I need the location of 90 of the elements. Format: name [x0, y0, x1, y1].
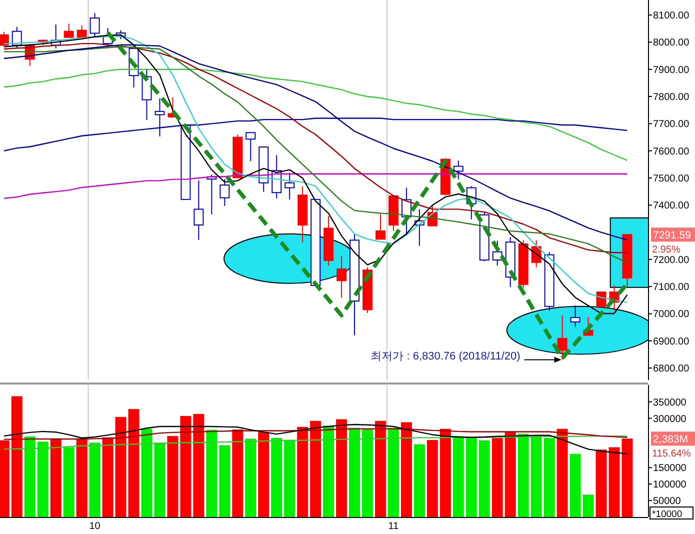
- bar: [426, 440, 438, 517]
- bar: [336, 419, 348, 517]
- candlestick: [557, 314, 568, 360]
- bar: [622, 438, 633, 517]
- line-series: [3, 428, 628, 440]
- candlestick: [154, 98, 165, 137]
- candlestick: [220, 178, 230, 206]
- bar: [115, 416, 126, 517]
- y-tick-label: 100000: [653, 480, 687, 491]
- bar: [492, 438, 503, 517]
- bar: [141, 428, 152, 517]
- bar: [374, 420, 386, 517]
- bar: [466, 438, 477, 517]
- bar: [193, 414, 204, 517]
- y-tick-label: 6800.00: [653, 364, 690, 375]
- bar: [180, 416, 192, 517]
- candlestick: [64, 23, 74, 38]
- y-tick-label: 50000: [653, 496, 682, 508]
- bar: [452, 436, 464, 517]
- y-tick-label: 300000: [653, 414, 687, 425]
- bar: [582, 494, 594, 517]
- bar: [556, 428, 568, 517]
- bar: [154, 442, 166, 517]
- bar: [362, 428, 374, 517]
- y-tick-label: 7100.00: [653, 282, 690, 294]
- y-tick-label: 7600.00: [653, 146, 690, 158]
- bar: [440, 428, 451, 517]
- bar: [219, 445, 230, 517]
- y-tick-label: 350000: [653, 397, 687, 408]
- bar: [310, 420, 322, 517]
- bar: [63, 447, 74, 517]
- candlestick: [336, 255, 347, 298]
- text: 7291.59: [653, 230, 692, 242]
- bar: [258, 432, 270, 517]
- y-tick-label: 150000: [653, 463, 687, 474]
- bar: [37, 442, 48, 517]
- y-tick-label: 7200.00: [653, 254, 690, 266]
- x-tick-label: 10: [89, 521, 101, 532]
- y-tick-label: 8100.00: [653, 10, 690, 22]
- annotation: 최저가 : 6,830.76 (2018/11/20): [370, 350, 520, 363]
- candlestick: [194, 180, 204, 240]
- bar: [24, 436, 36, 517]
- bar: [245, 438, 256, 517]
- bar: [76, 439, 88, 517]
- y-tick-label: 7700.00: [653, 119, 690, 130]
- line-series: [3, 435, 628, 450]
- y-tick-label: 8000.00: [653, 38, 690, 49]
- bar: [297, 426, 308, 517]
- y-tick-label: 7000.00: [653, 309, 690, 320]
- candlestick: [284, 172, 295, 200]
- bar: [167, 436, 178, 517]
- y-tick-label: 7900.00: [653, 64, 690, 76]
- bar: [518, 434, 529, 517]
- bar: [232, 429, 244, 517]
- bar: [349, 428, 360, 517]
- bar: [128, 409, 140, 517]
- bar: [102, 437, 114, 517]
- candlestick: [90, 12, 100, 38]
- bar: [50, 439, 62, 517]
- text: 2,383M: [653, 434, 688, 446]
- bar: [271, 438, 282, 517]
- bar: [11, 396, 22, 517]
- bar: [400, 422, 412, 517]
- candlestick: [246, 132, 256, 162]
- y-tick-label: 6900.00: [653, 336, 690, 348]
- bar: [544, 438, 555, 517]
- bar: [414, 444, 425, 517]
- bar: [89, 442, 100, 517]
- bar: [530, 437, 542, 517]
- bar: [570, 454, 581, 517]
- bar: [478, 440, 490, 517]
- candlestick: [142, 68, 152, 120]
- candlestick: [375, 214, 386, 240]
- bar: [206, 430, 218, 517]
- text: 2.95%: [652, 244, 680, 256]
- line-series: [3, 424, 628, 454]
- candlestick: [570, 304, 580, 328]
- text: *10000: [652, 509, 682, 520]
- x-tick-label: 11: [388, 521, 400, 532]
- bar: [388, 428, 399, 517]
- bar: [323, 426, 334, 517]
- line-series: [3, 68, 628, 161]
- text: 115.64%: [652, 448, 691, 460]
- bar: [504, 432, 516, 517]
- y-tick-label: 7400.00: [653, 200, 690, 212]
- bar: [284, 440, 296, 517]
- candlestick: [0, 31, 9, 47]
- y-tick-label: 7800.00: [653, 92, 690, 103]
- y-tick-label: 7500.00: [653, 173, 690, 184]
- line-series: [3, 118, 628, 152]
